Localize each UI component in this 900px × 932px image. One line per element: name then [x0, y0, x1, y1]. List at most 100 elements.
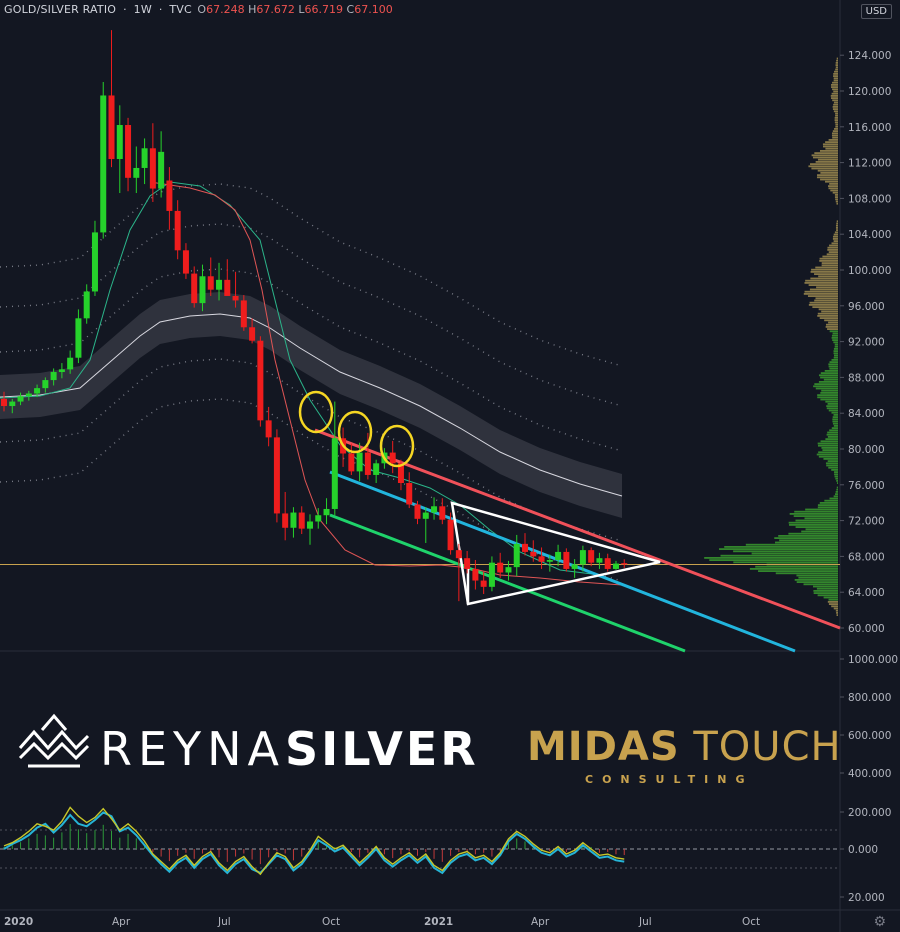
- profile-bar: [733, 561, 838, 564]
- symbol-name[interactable]: GOLD/SILVER RATIO: [4, 3, 117, 16]
- profile-bar: [804, 290, 838, 293]
- profile-bar: [831, 605, 838, 608]
- profile-bar: [825, 400, 838, 403]
- candle-body: [58, 369, 65, 373]
- currency-badge[interactable]: USD: [860, 4, 892, 19]
- candle-body: [555, 551, 562, 560]
- profile-bar: [817, 442, 838, 445]
- band-dotted-line: [0, 358, 623, 542]
- candle-body: [158, 151, 165, 189]
- interval-label[interactable]: 1W: [133, 3, 152, 16]
- profile-bar: [795, 519, 838, 522]
- profile-bar: [828, 466, 838, 469]
- profile-bar: [818, 451, 838, 454]
- profile-bar: [833, 233, 838, 236]
- profile-bar: [812, 156, 838, 159]
- price-tick-label: 68.000: [848, 551, 885, 563]
- profile-bar: [815, 161, 838, 163]
- profile-bar: [835, 125, 838, 128]
- price-tick-label: 80.000: [848, 444, 885, 456]
- profile-bar: [835, 68, 838, 71]
- settings-gear-icon[interactable]: ⚙: [873, 914, 886, 930]
- profile-bar: [829, 429, 838, 432]
- profile-bar: [724, 546, 838, 548]
- profile-bar: [812, 306, 838, 308]
- candlestick-series: [1, 30, 628, 602]
- candle-body: [199, 276, 206, 304]
- profile-bar: [835, 493, 838, 495]
- profile-bar: [819, 317, 838, 319]
- candle-body: [116, 125, 123, 160]
- profile-bar: [833, 607, 838, 610]
- profile-bar: [832, 422, 838, 425]
- time-tick-label: Oct: [742, 916, 760, 928]
- candle-body: [331, 438, 338, 509]
- profile-bar: [829, 330, 838, 333]
- candle-body: [414, 504, 421, 519]
- price-tick-label: 96.000: [848, 301, 885, 313]
- profile-bar: [828, 187, 838, 190]
- candle-body: [191, 273, 198, 304]
- source-label: TVC: [169, 3, 192, 16]
- candle-body: [25, 393, 32, 397]
- profile-bar: [836, 480, 838, 482]
- profile-bar: [819, 502, 838, 504]
- profile-bar: [818, 374, 838, 377]
- profile-bar: [822, 145, 838, 148]
- profile-bar: [813, 592, 838, 594]
- candle-body: [273, 437, 280, 514]
- profile-bar: [817, 594, 838, 597]
- profile-bar: [810, 271, 838, 273]
- time-tick-label: Apr: [531, 916, 550, 928]
- profile-bar: [805, 508, 838, 511]
- profile-bar: [820, 172, 838, 174]
- profile-bar: [833, 103, 838, 106]
- profile-bar: [834, 471, 838, 473]
- price-tick-label: 60.000: [848, 623, 885, 635]
- profile-bar: [827, 246, 838, 249]
- price-axis: 124.000 120.000 116.000 112.000 108.000 104.0…: [840, 50, 898, 904]
- profile-bar: [823, 378, 838, 381]
- profile-bar: [835, 66, 838, 69]
- candle-body: [431, 506, 438, 513]
- candle-body: [125, 125, 132, 178]
- profile-bar: [833, 356, 838, 359]
- profile-bar: [827, 328, 838, 330]
- profile-bar: [828, 365, 838, 368]
- profile-bar: [828, 598, 838, 601]
- candle-body: [464, 558, 471, 569]
- midas-touch-logo: MIDAS TOUCH: [527, 724, 842, 770]
- profile-bar: [832, 136, 838, 139]
- profile-bar: [803, 293, 838, 295]
- touch-word: TOUCH: [693, 724, 842, 770]
- profile-bar: [813, 585, 838, 588]
- profile-bar: [817, 169, 838, 172]
- profile-bar: [828, 363, 838, 366]
- candle-body: [34, 388, 41, 394]
- candle-body: [149, 148, 156, 189]
- profile-bar: [822, 449, 838, 451]
- profile-bar: [789, 513, 838, 515]
- profile-bar: [818, 308, 838, 311]
- profile-bar: [831, 334, 838, 337]
- profile-bar: [836, 488, 838, 491]
- profile-bar: [808, 284, 838, 286]
- profile-bar: [828, 409, 838, 412]
- profile-bar: [817, 394, 838, 396]
- profile-bar: [833, 354, 838, 357]
- profile-bar: [779, 539, 838, 542]
- time-tick-label: Jul: [638, 916, 652, 928]
- profile-bar: [816, 453, 838, 456]
- profile-bar: [833, 352, 838, 355]
- profile-bar: [835, 224, 838, 227]
- profile-bar: [755, 565, 838, 568]
- candle-body: [315, 515, 322, 522]
- profile-bar: [834, 475, 838, 478]
- reyna-silver-logo: REYNASILVER: [100, 722, 479, 776]
- profile-bar: [831, 411, 838, 414]
- candle-body: [182, 250, 189, 274]
- profile-bar: [774, 541, 838, 544]
- profile-bar: [824, 370, 838, 372]
